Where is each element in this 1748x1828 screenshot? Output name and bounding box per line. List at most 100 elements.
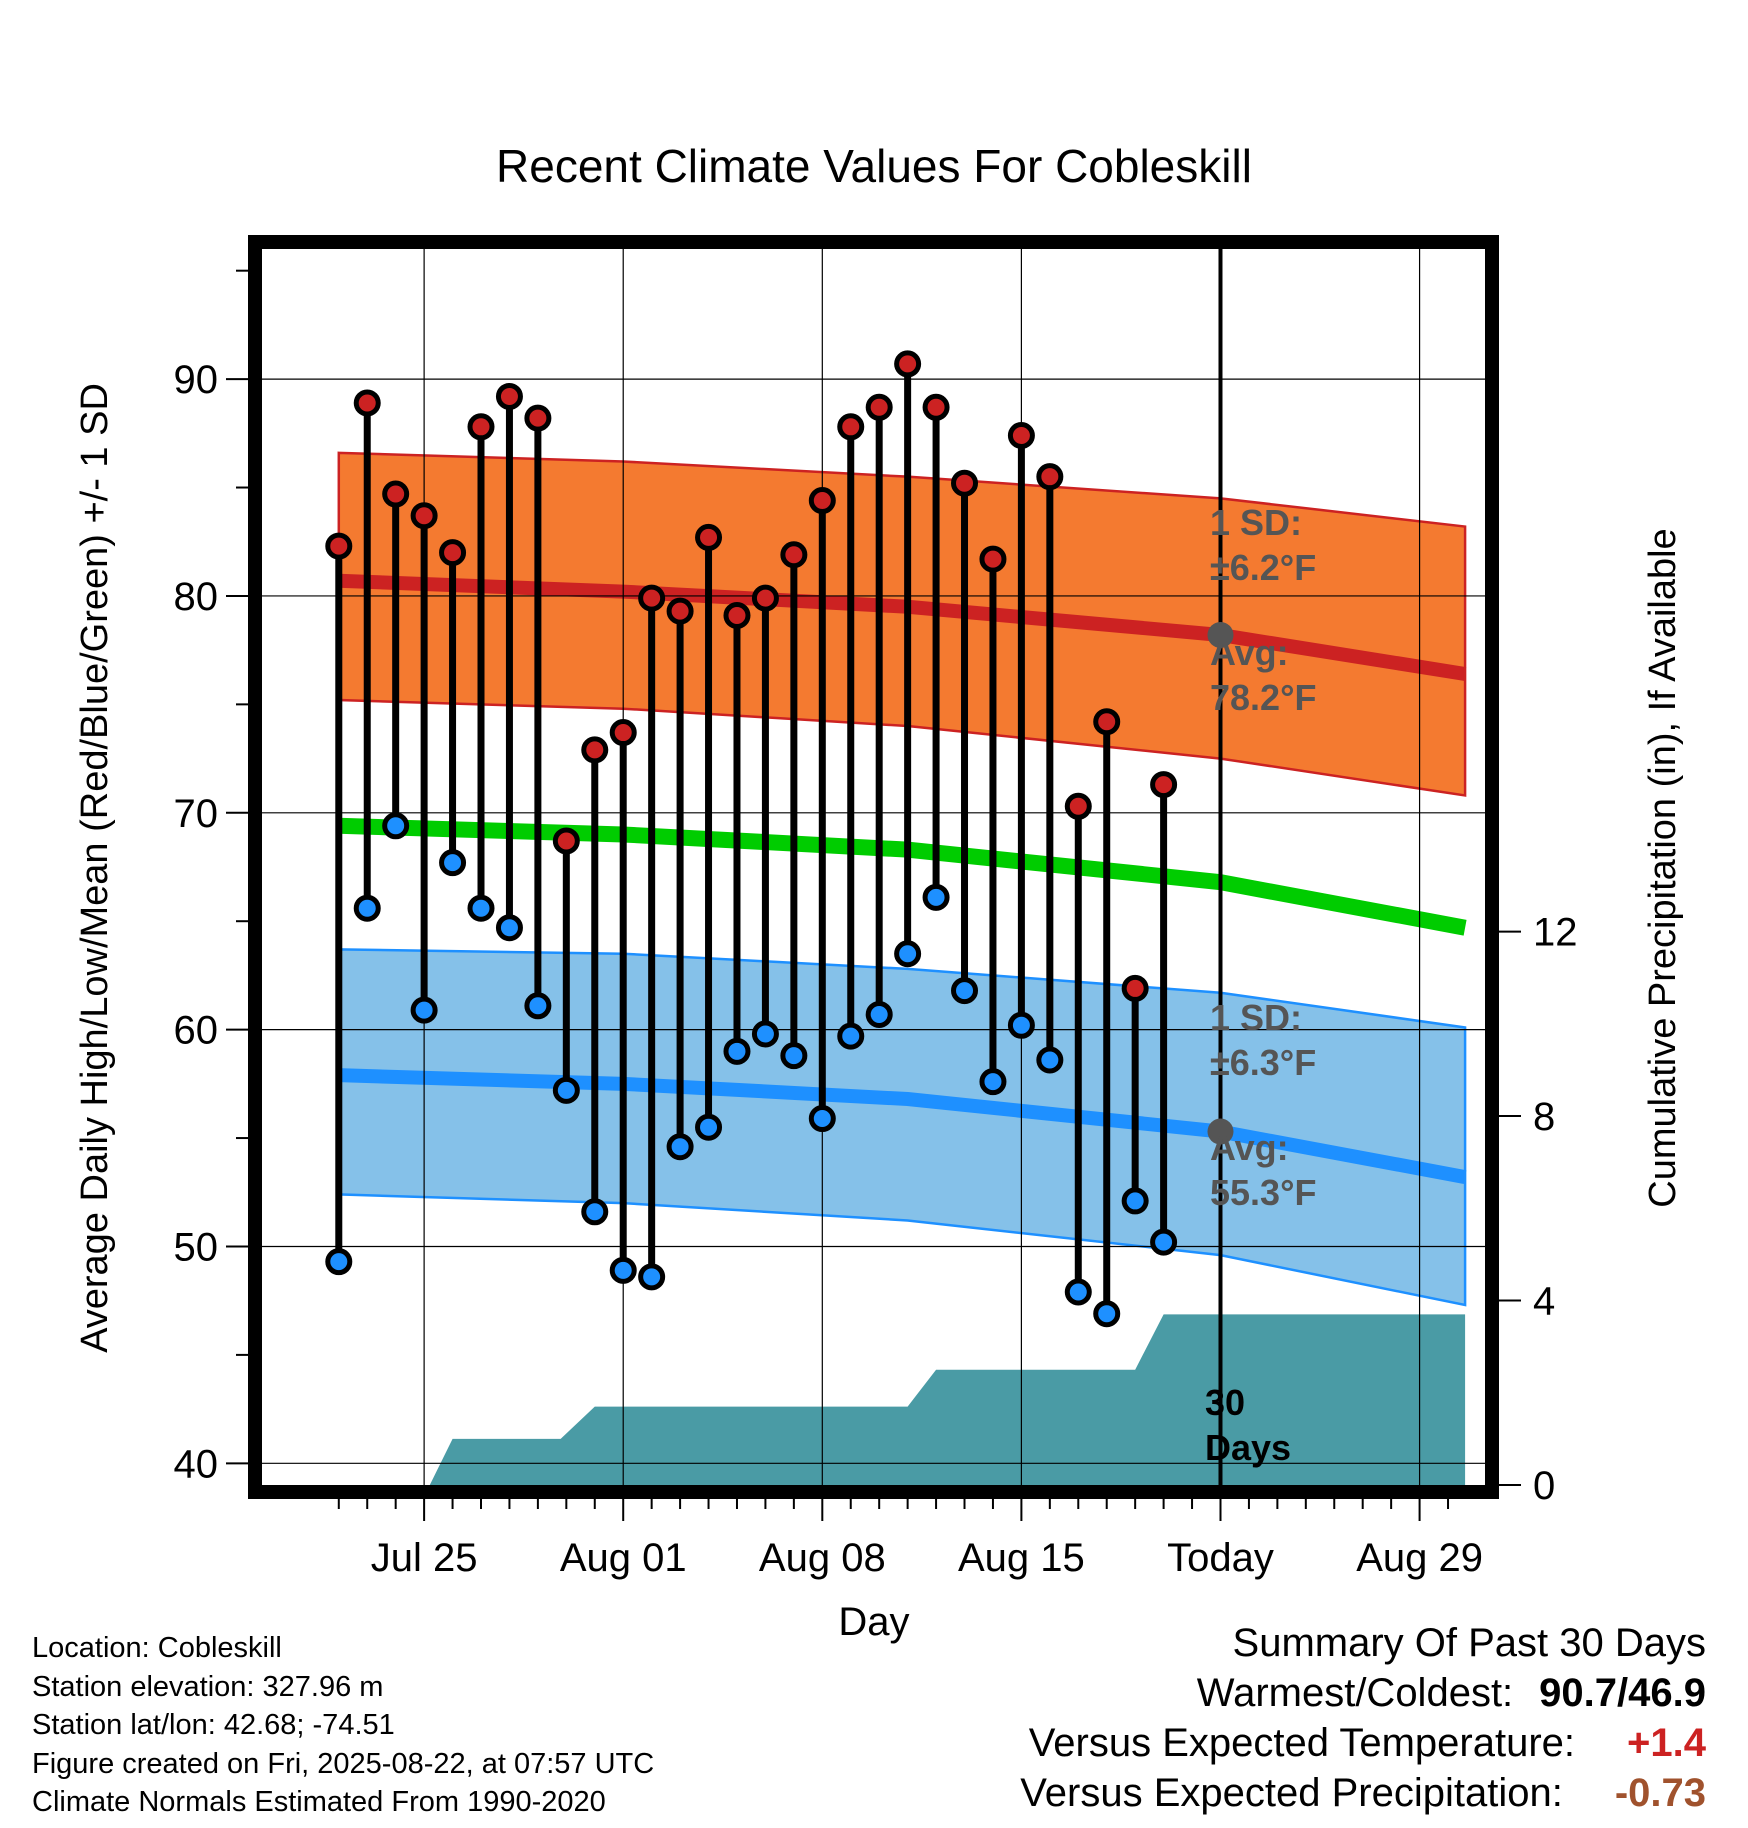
daily-high-point: [1007, 421, 1035, 449]
daily-low-point: [1093, 1300, 1121, 1328]
y-left-tick-label: 50: [174, 1225, 219, 1269]
daily-low-point: [325, 1248, 353, 1276]
daily-low-point: [951, 977, 979, 1005]
daily-low-point: [780, 1042, 808, 1070]
daily-high-point: [1121, 974, 1149, 1002]
normals-text: Climate Normals Estimated From 1990-2020: [32, 1786, 606, 1818]
daily-high-point: [439, 539, 467, 567]
daily-high-point: [353, 389, 381, 417]
daily-high-point: [1036, 463, 1064, 491]
daily-high-point: [837, 413, 865, 441]
low-avg-value: 55.3°F: [1210, 1172, 1316, 1213]
daily-high-point: [780, 541, 808, 569]
daily-low-point: [552, 1076, 580, 1104]
daily-low-point: [353, 894, 381, 922]
daily-low-point: [524, 992, 552, 1020]
summary-heading: Summary Of Past 30 Days: [1232, 1621, 1706, 1665]
y-right-tick-label: 4: [1533, 1280, 1555, 1324]
high-sd-value: ±6.2°F: [1210, 547, 1316, 588]
daily-high-point: [723, 601, 751, 629]
daily-high-point: [979, 545, 1007, 573]
y-left-tick-label: 80: [174, 575, 219, 619]
daily-low-point: [1007, 1011, 1035, 1039]
warm-cold-value: 90.7/46.9: [1539, 1671, 1706, 1715]
daily-high-point: [751, 584, 779, 612]
daily-high-point: [467, 413, 495, 441]
daily-high-point: [1093, 708, 1121, 736]
created-text: Figure created on Fri, 2025-08-22, at 07…: [32, 1747, 655, 1780]
y-right-tick-label: 8: [1533, 1095, 1555, 1139]
station-info: Location: Cobleskill Station elevation: …: [32, 1629, 654, 1822]
latlon-text: Station lat/lon: 42.68; -74.51: [32, 1709, 395, 1741]
elevation-text: Station elevation: 327.96 m: [32, 1670, 384, 1703]
daily-high-point: [808, 487, 836, 515]
daily-high-point: [695, 523, 723, 551]
y-left-tick-label: 70: [174, 792, 219, 836]
x-tick-label: Jul 25: [371, 1536, 478, 1580]
daily-low-point: [1121, 1187, 1149, 1215]
daily-high-point: [524, 404, 552, 432]
daily-low-point: [922, 883, 950, 911]
low-avg-line: [338, 1068, 1467, 1184]
daily-low-point: [837, 1022, 865, 1050]
summary-warm-cold: Warmest/Coldest: 90.7/46.9: [1020, 1668, 1706, 1718]
daily-high-point: [382, 480, 410, 508]
plot-frame: [248, 235, 1499, 1499]
x-tick-label: Aug 15: [958, 1536, 1085, 1580]
daily-high-point: [865, 393, 893, 421]
temp-label: Versus Expected Temperature:: [1028, 1721, 1576, 1765]
x-tick-label: Aug 29: [1356, 1536, 1483, 1580]
y-axis-label-right: Cumulative Precipitation (in), If Availa…: [1642, 528, 1684, 1207]
y-left-tick-label: 40: [174, 1442, 219, 1486]
warm-cold-label: Warmest/Coldest:: [1196, 1671, 1514, 1715]
daily-low-point: [894, 940, 922, 968]
summary-precip: Versus Expected Precipitation: -0.73: [1020, 1768, 1706, 1818]
daily-low-point: [808, 1105, 836, 1133]
daily-low-point: [581, 1198, 609, 1226]
daily-low-point: [751, 1020, 779, 1048]
daily-low-point: [695, 1113, 723, 1141]
daily-low-point: [382, 812, 410, 840]
daily-low-point: [410, 996, 438, 1024]
daily-low-point: [666, 1133, 694, 1161]
precip-area: [338, 1314, 1466, 1485]
y-right-tick-label: 12: [1533, 911, 1578, 955]
daily-low-point: [609, 1256, 637, 1284]
daily-high-point: [951, 469, 979, 497]
summary-temp: Versus Expected Temperature: +1.4: [1020, 1718, 1706, 1768]
daily-high-point: [1064, 792, 1092, 820]
x-tick-label: Today: [1167, 1536, 1274, 1580]
daily-low-point: [865, 1000, 893, 1028]
daily-high-point: [609, 719, 637, 747]
today-high-marker: [1207, 621, 1234, 648]
high-avg-label: Avg:: [1210, 632, 1289, 673]
daily-high-point: [410, 502, 438, 530]
daily-high-point: [666, 597, 694, 625]
location-text: Location: Cobleskill: [32, 1632, 282, 1664]
daily-low-point: [467, 894, 495, 922]
daily-high-point: [581, 736, 609, 764]
y-left-tick-label: 90: [174, 358, 219, 402]
daily-low-point: [439, 849, 467, 877]
daily-low-point: [495, 914, 523, 942]
precip-value: -0.73: [1614, 1771, 1706, 1815]
high-sd-label: 1 SD:: [1210, 502, 1302, 543]
summary-panel: Summary Of Past 30 Days Warmest/Coldest:…: [1020, 1618, 1706, 1818]
low-sd-label: 1 SD:: [1210, 997, 1302, 1038]
precip-label: Versus Expected Precipitation:: [1020, 1771, 1563, 1815]
x-tick-label: Aug 01: [560, 1536, 687, 1580]
y-axis-label-left: Average Daily High/Low/Mean (Red/Blue/Gr…: [74, 383, 116, 1353]
daily-low-point: [979, 1068, 1007, 1096]
daily-low-point: [1064, 1278, 1092, 1306]
daily-low-point: [1036, 1046, 1064, 1074]
low-avg-label: Avg:: [1210, 1127, 1289, 1168]
high-avg-value: 78.2°F: [1210, 677, 1316, 718]
daily-low-point: [638, 1263, 666, 1291]
daily-low-point: [723, 1037, 751, 1065]
daily-high-point: [552, 827, 580, 855]
high-sd-band: [337, 451, 1467, 797]
x-tick-label: Aug 08: [759, 1536, 886, 1580]
y-left-tick-label: 60: [174, 1009, 219, 1053]
daily-high-point: [495, 382, 523, 410]
